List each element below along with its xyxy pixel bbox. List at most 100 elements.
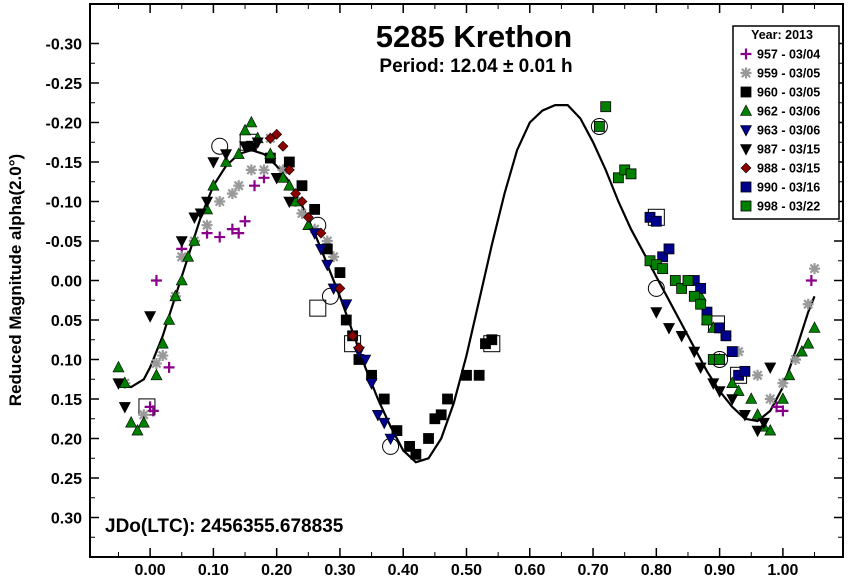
data-point	[808, 321, 821, 333]
data-point	[771, 401, 783, 413]
data-point	[147, 405, 159, 417]
data-point	[707, 378, 720, 390]
data-point	[777, 377, 789, 389]
data-point	[150, 357, 162, 369]
data-point	[214, 231, 226, 243]
y-tick-label: 0.25	[51, 471, 82, 488]
highlight-ring	[590, 117, 608, 135]
data-point	[442, 393, 453, 405]
highlight-ring	[211, 137, 229, 155]
chart-title: 5285 Krethon	[376, 19, 572, 54]
x-tick-label: 0.80	[641, 562, 672, 579]
x-tick-label: 0.10	[198, 562, 229, 579]
data-point	[751, 425, 764, 438]
legend-label: 987 - 03/15	[757, 143, 820, 157]
data-point	[720, 330, 732, 342]
y-tick-label: 0.00	[51, 274, 82, 291]
x-tick-label: 0.90	[704, 562, 735, 579]
data-point	[738, 410, 751, 422]
data-point	[233, 227, 245, 239]
data-point	[283, 196, 296, 209]
data-point	[695, 282, 707, 294]
data-point	[207, 179, 220, 191]
data-point	[283, 179, 296, 191]
data-point	[486, 334, 498, 346]
data-point	[777, 405, 789, 417]
data-point	[682, 275, 694, 286]
y-tick-label: 0.30	[51, 511, 82, 528]
data-point	[340, 299, 353, 311]
legend-label: 988 - 03/15	[757, 162, 820, 176]
data-point	[410, 448, 422, 460]
legend-marker	[740, 200, 752, 212]
data-point	[694, 362, 707, 375]
legend-label: 998 - 03/22	[757, 200, 820, 214]
series-998	[593, 101, 726, 365]
data-point	[207, 157, 220, 169]
chart-subtitle: Period: 12.04 ± 0.01 h	[379, 56, 572, 77]
x-tick-label: 0.50	[451, 562, 482, 579]
data-point	[232, 147, 245, 159]
data-point	[612, 172, 624, 184]
data-point	[764, 393, 776, 405]
data-point	[384, 433, 397, 446]
data-point	[378, 393, 390, 405]
data-point	[245, 115, 258, 128]
data-point	[226, 223, 238, 235]
data-point	[283, 164, 295, 176]
data-point	[314, 244, 327, 256]
data-point	[157, 350, 169, 362]
data-point	[334, 282, 346, 294]
data-point	[732, 384, 745, 396]
data-point	[473, 369, 485, 381]
data-point	[688, 346, 701, 359]
data-point	[309, 203, 321, 215]
data-point	[175, 236, 188, 248]
data-point	[144, 311, 157, 323]
data-point	[733, 346, 745, 358]
data-point	[347, 330, 359, 342]
legend-marker	[740, 86, 752, 98]
data-point	[220, 149, 233, 161]
data-point	[751, 408, 764, 420]
data-point	[790, 354, 802, 365]
y-tick-label: -0.10	[46, 195, 83, 212]
data-point	[795, 344, 808, 357]
data-point	[239, 215, 251, 227]
data-point	[423, 433, 434, 444]
data-point	[353, 342, 365, 354]
data-point	[182, 250, 195, 262]
data-point	[296, 207, 308, 219]
data-point	[214, 196, 226, 207]
legend-marker	[740, 181, 752, 193]
y-tick-label: 0.15	[51, 392, 82, 409]
data-point	[809, 263, 821, 275]
data-point	[662, 323, 675, 335]
y-axis-label: Reduced Magnitude alpha(2.0°)	[6, 154, 25, 406]
data-point	[239, 123, 252, 136]
highlight-box	[309, 299, 327, 317]
data-point	[404, 440, 415, 452]
data-point	[675, 331, 688, 343]
data-point	[359, 354, 372, 367]
data-point	[600, 101, 612, 113]
y-tick-label: -0.25	[46, 76, 83, 93]
data-point	[245, 164, 257, 176]
data-point	[650, 215, 662, 227]
data-point	[201, 219, 213, 231]
legend-marker	[740, 144, 752, 156]
data-point	[118, 402, 131, 414]
data-point	[302, 218, 315, 230]
data-point	[371, 410, 384, 422]
data-point	[176, 251, 188, 263]
data-point	[805, 275, 817, 286]
data-point	[625, 168, 637, 180]
legend-marker	[740, 162, 752, 174]
data-point	[233, 180, 245, 192]
data-point	[251, 137, 264, 149]
data-point	[290, 188, 302, 200]
data-point	[321, 235, 333, 247]
legend-label: 963 - 03/06	[757, 124, 820, 138]
data-point	[194, 208, 207, 220]
data-point	[663, 243, 675, 255]
